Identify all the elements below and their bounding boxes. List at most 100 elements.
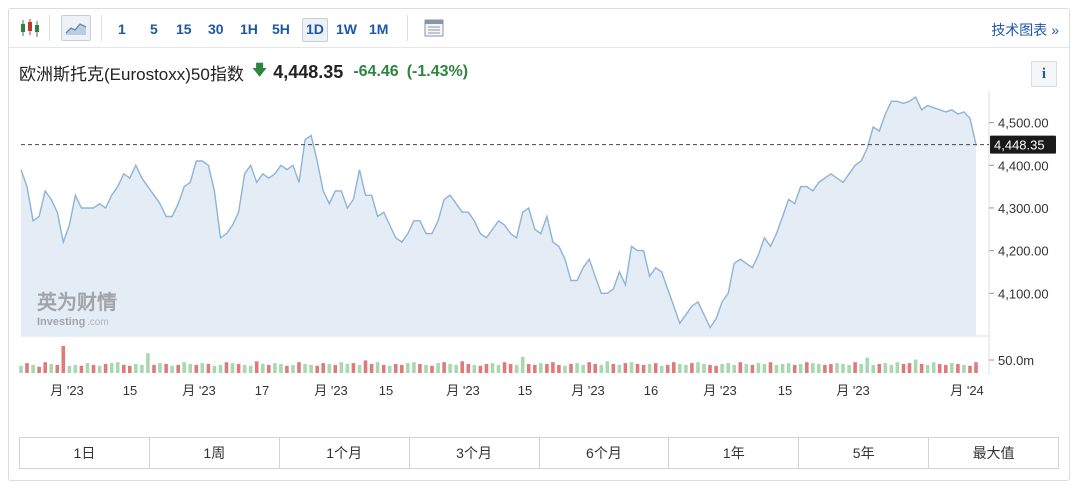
- interval-15[interactable]: 15: [176, 21, 192, 37]
- y-tick-label: 4,300.00: [998, 201, 1049, 216]
- volume-scale-label: 50.0m: [998, 353, 1034, 368]
- volume-bar: [25, 363, 29, 373]
- price-change-percent: (-1.43%): [406, 63, 469, 80]
- volume-bar: [744, 364, 749, 373]
- volume-bar: [738, 362, 743, 373]
- volume-bar: [871, 364, 875, 373]
- volume-bar: [115, 362, 120, 373]
- volume-bar: [303, 364, 307, 373]
- volume-bar: [889, 364, 894, 373]
- volume-bar: [526, 364, 531, 373]
- volume-bar: [466, 364, 471, 373]
- volume-bar: [968, 365, 972, 373]
- logo-suffix: .com: [87, 317, 109, 328]
- volume-bar: [267, 364, 271, 373]
- current-price-label: 4,448.35: [994, 138, 1045, 153]
- volume-bar: [768, 362, 773, 373]
- volume-bar: [333, 364, 338, 373]
- volume-bar: [363, 360, 368, 373]
- range-1d[interactable]: 1日: [20, 438, 150, 468]
- volume-bar: [176, 364, 180, 373]
- volume-bar: [569, 364, 573, 373]
- volume-bar: [146, 353, 150, 373]
- volume-bar: [647, 364, 652, 373]
- technical-chart-link[interactable]: 技术图表 »: [991, 22, 1059, 38]
- volume-bar: [472, 364, 477, 373]
- table-icon[interactable]: [421, 15, 447, 41]
- volume-bar: [823, 364, 827, 373]
- volume-bar: [412, 362, 416, 373]
- volume-bar: [726, 363, 730, 373]
- current-price-tag: 4,448.35: [990, 135, 1056, 154]
- volume-bar: [533, 364, 537, 373]
- volume-bar: [490, 363, 495, 373]
- interval-1[interactable]: 1: [118, 21, 126, 37]
- volume-bar: [931, 362, 936, 373]
- volume-bar: [593, 364, 597, 373]
- chart-widget: 1 5 15 30 1H 5H 1D 1W 1M 技术图表 » 欧洲斯托克(Eu…: [8, 8, 1070, 481]
- volume-bar: [563, 365, 567, 373]
- range-1y[interactable]: 1年: [669, 438, 800, 468]
- volume-bar: [400, 364, 404, 373]
- down-arrow-icon: 🡇: [251, 61, 268, 79]
- toolbar-divider: [49, 15, 50, 41]
- interval-5h[interactable]: 5H: [272, 21, 290, 37]
- last-price: 4,448.35: [273, 61, 344, 82]
- volume-bar: [218, 364, 223, 373]
- volume-bar: [672, 362, 676, 373]
- volume-bar: [19, 365, 23, 373]
- interval-1d[interactable]: 1D: [302, 18, 328, 42]
- volume-bar: [430, 365, 434, 373]
- volume-bar: [406, 363, 410, 373]
- range-1w[interactable]: 1周: [150, 438, 280, 468]
- y-tick-label: 4,500.00: [998, 116, 1049, 131]
- candlestick-icon[interactable]: [17, 15, 43, 41]
- range-5y[interactable]: 5年: [799, 438, 930, 468]
- volume-bar: [351, 363, 356, 373]
- volume-bar: [883, 363, 888, 373]
- interval-1m[interactable]: 1M: [369, 21, 389, 37]
- volume-bar: [750, 364, 755, 373]
- volume-bar: [937, 364, 942, 373]
- volume-bar: [297, 362, 301, 373]
- volume-bar: [49, 364, 53, 373]
- volume-bar: [375, 362, 380, 373]
- x-tick-label: 月 '23: [50, 383, 84, 398]
- volume-bar: [128, 365, 132, 373]
- info-button[interactable]: i: [1031, 61, 1057, 87]
- interval-30[interactable]: 30: [208, 21, 224, 37]
- range-max[interactable]: 最大值: [972, 445, 1015, 461]
- volume-bar: [460, 361, 464, 373]
- range-1m[interactable]: 1个月: [280, 438, 410, 468]
- interval-1w[interactable]: 1W: [336, 21, 357, 37]
- volume-bar: [847, 364, 851, 373]
- volume-bar: [484, 364, 489, 373]
- y-tick-label: 4,400.00: [998, 158, 1049, 173]
- price-chart: 4,100.00 4,200.00 4,300.00 4,400.00 4,500.00…: [19, 91, 1056, 398]
- instrument-name: 欧洲斯托克(Eurostoxx)50指数: [19, 64, 244, 84]
- x-tick-label: 月 '23: [182, 383, 216, 398]
- y-tick-label: 4,100.00: [998, 286, 1049, 301]
- volume-bar: [520, 356, 525, 373]
- volume-bar: [31, 364, 35, 373]
- price-line: [20, 95, 977, 329]
- interval-5[interactable]: 5: [150, 21, 158, 37]
- volume-bar: [164, 364, 168, 373]
- volume-bar: [551, 362, 555, 373]
- volume-bar: [653, 363, 658, 373]
- volume-bar: [732, 364, 736, 373]
- volume-bar: [774, 364, 779, 373]
- volume-bar: [805, 362, 809, 373]
- range-3m[interactable]: 3个月: [410, 438, 540, 468]
- volume-bar: [454, 364, 458, 373]
- x-tick-label: 15: [778, 383, 792, 398]
- volume-bar: [79, 365, 84, 373]
- volume-bar: [448, 364, 452, 373]
- range-6m[interactable]: 6个月: [540, 438, 670, 468]
- volume-bar: [182, 362, 186, 373]
- volume-bar: [424, 364, 428, 373]
- area-chart-icon[interactable]: [61, 15, 91, 41]
- interval-1h[interactable]: 1H: [240, 21, 258, 37]
- volume-bar: [901, 364, 906, 373]
- volume-bar: [291, 364, 295, 373]
